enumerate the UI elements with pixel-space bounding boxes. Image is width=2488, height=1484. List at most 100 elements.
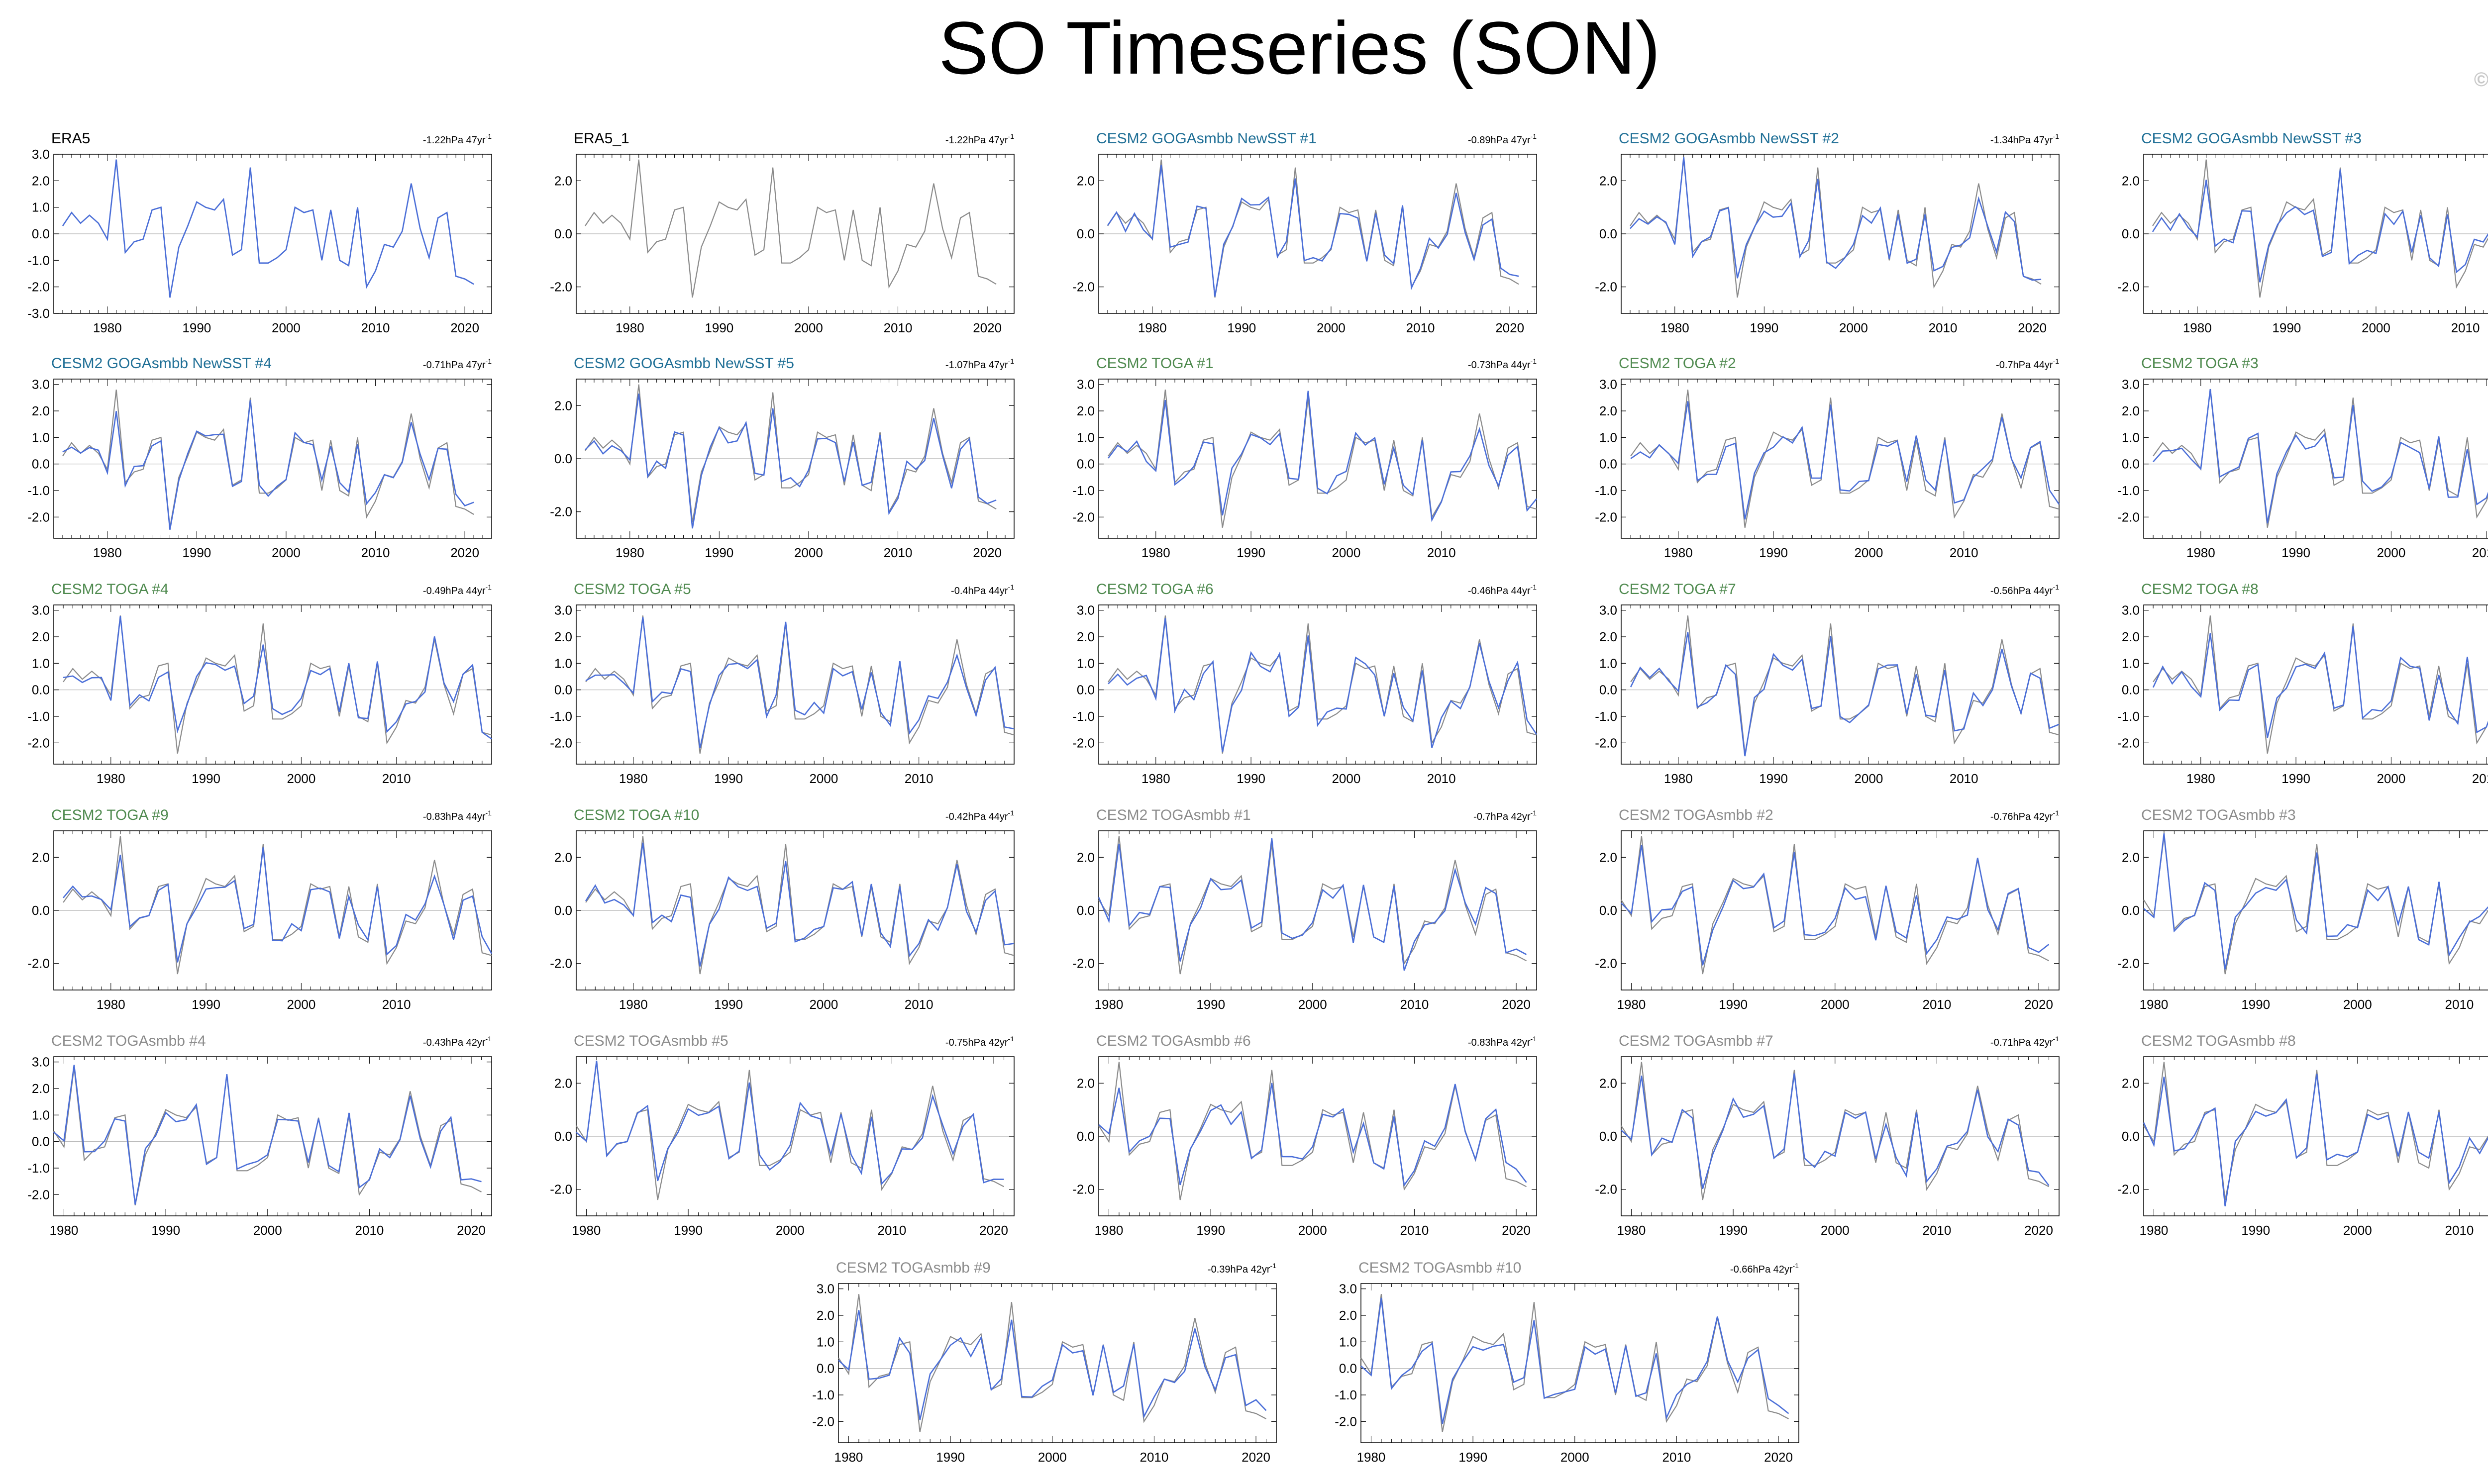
- x-tick-label: 2010: [905, 771, 933, 786]
- y-tick-label: -1.0: [27, 709, 50, 724]
- x-tick-label: 2000: [1332, 545, 1360, 560]
- simulated-line: [1630, 401, 2060, 520]
- x-tick-label: 1980: [1664, 771, 1693, 786]
- observed-line: [585, 159, 997, 298]
- x-tick-label: 2010: [355, 1223, 384, 1238]
- y-tick-label: -2.0: [550, 280, 572, 295]
- y-tick-label: 3.0: [817, 1282, 834, 1296]
- y-tick-label: 2.0: [1077, 850, 1095, 865]
- chart-panel: CESM2 TOGAsmbb #2 -0.76hPa 42yr-1 2.0 0.0 -2…: [1595, 807, 2060, 1012]
- x-tick-label: 1990: [674, 1223, 703, 1238]
- simulated-line: [1630, 632, 2060, 757]
- x-tick-label: 1990: [1719, 997, 1748, 1012]
- x-tick-label: 1990: [2241, 997, 2270, 1012]
- y-tick-label: 1.0: [32, 200, 50, 215]
- y-tick-label: 3.0: [32, 147, 50, 162]
- y-tick-label: -2.0: [2117, 956, 2140, 971]
- y-tick-label: 2.0: [1077, 403, 1095, 418]
- y-tick-label: 3.0: [32, 1055, 50, 1070]
- chart-panel: CESM2 TOGAsmbb #4 -0.43hPa 42yr-1 3.0 2.0 1.…: [27, 1033, 492, 1238]
- chart-panel: CESM2 TOGA #3-0.54hPa 44yr-13.02.01.00.0…: [2117, 355, 2488, 560]
- chart-panel: CESM2 TOGA #7 -0.56hPa 44yr-1 3.0 2.0 1.0 0.0…: [1595, 581, 2060, 786]
- x-tick-label: 1990: [2241, 1223, 2270, 1238]
- x-tick-label: 2010: [1400, 997, 1429, 1012]
- x-tick-label: 2000: [2377, 545, 2405, 560]
- trend-label: -0.75hPa 42yr-1: [945, 1035, 1014, 1048]
- panel-title: CESM2 TOGAsmbb #7: [1619, 1033, 1773, 1049]
- x-tick-label: 2010: [2472, 545, 2488, 560]
- x-tick-label: 1990: [714, 771, 743, 786]
- y-tick-label: 2.0: [554, 173, 572, 188]
- trend-superscript: -1: [2053, 583, 2060, 591]
- observed-line: [1360, 1294, 1789, 1432]
- y-tick-label: -2.0: [2117, 280, 2140, 295]
- y-tick-label: 1.0: [1077, 430, 1095, 445]
- x-tick-label: 1990: [151, 1223, 180, 1238]
- panel-title: CESM2 TOGAsmbb #8: [2141, 1033, 2296, 1049]
- y-tick-label: 0.0: [1599, 457, 1617, 472]
- chart-panel: CESM2 TOGAsmbb #3-0.83hPa 42yr-12.00.0-2…: [2117, 807, 2488, 1012]
- y-tick-label: 2.0: [1077, 1076, 1095, 1090]
- trend-label: -1.22hPa 47yr-1: [945, 132, 1014, 146]
- y-tick-label: 0.0: [1599, 903, 1617, 918]
- y-tick-label: 2.0: [32, 173, 50, 188]
- x-tick-label: 2020: [2024, 997, 2053, 1012]
- x-tick-label: 2010: [1929, 320, 1958, 335]
- y-tick-label: 3.0: [1339, 1282, 1357, 1296]
- x-tick-label: 2010: [382, 771, 411, 786]
- y-tick-label: 2.0: [1339, 1308, 1357, 1323]
- y-tick-label: -2.0: [812, 1414, 834, 1429]
- simulated-line: [1621, 1073, 2050, 1189]
- panel-title: CESM2 GOGAsmbb NewSST #3: [2141, 130, 2362, 147]
- x-tick-label: 1990: [1237, 771, 1265, 786]
- trend-label: -0.56hPa 44yr-1: [1990, 583, 2059, 596]
- y-tick-label: 3.0: [1077, 377, 1095, 392]
- trend-label: -0.89hPa 47yr-1: [1468, 132, 1537, 146]
- panel-title: CESM2 TOGA #8: [2141, 581, 2259, 597]
- simulated-line: [585, 842, 1015, 967]
- x-tick-label: 1980: [2140, 1223, 2169, 1238]
- observed-line: [585, 384, 997, 523]
- trend-label: -0.39hPa 42yr-1: [1208, 1262, 1276, 1275]
- x-tick-label: 1990: [714, 997, 743, 1012]
- trend-label: -0.7hPa 42yr-1: [1473, 809, 1537, 822]
- y-tick-label: 0.0: [2122, 457, 2140, 472]
- x-tick-label: 2020: [973, 545, 1002, 560]
- trend-superscript: -1: [486, 583, 492, 591]
- y-tick-label: 3.0: [2122, 377, 2140, 392]
- x-tick-label: 1980: [2140, 997, 2169, 1012]
- y-tick-label: 1.0: [32, 656, 50, 671]
- x-tick-label: 1990: [1237, 545, 1265, 560]
- y-tick-label: 0.0: [554, 1129, 572, 1144]
- panel-title: CESM2 TOGAsmbb #6: [1096, 1033, 1251, 1049]
- panel-title: CESM2 TOGAsmbb #5: [574, 1033, 728, 1049]
- simulated-line: [1108, 391, 1538, 522]
- trend-superscript: -1: [486, 357, 492, 365]
- chart-panel: CESM2 TOGA #1 -0.73hPa 44yr-1 3.0 2.0 1.0 0.0…: [1072, 355, 1538, 560]
- x-tick-label: 2010: [361, 320, 390, 335]
- y-tick-label: 0.0: [554, 451, 572, 466]
- x-tick-label: 2020: [450, 545, 479, 560]
- chart-panel: CESM2 TOGAsmbb #1 -0.7hPa 42yr-1 2.0 0.0 -2.…: [1072, 807, 1537, 1012]
- x-tick-label: 2010: [1922, 1223, 1951, 1238]
- panel-title: CESM2 TOGA #2: [1619, 355, 1736, 372]
- y-tick-label: 1.0: [32, 1107, 50, 1122]
- x-tick-label: 1980: [2186, 771, 2215, 786]
- x-tick-label: 2020: [2024, 1223, 2053, 1238]
- y-tick-label: -2.0: [1072, 509, 1095, 524]
- x-tick-label: 2010: [1427, 771, 1456, 786]
- y-tick-label: -1.0: [27, 483, 50, 498]
- y-tick-label: -2.0: [550, 1182, 572, 1197]
- x-tick-label: 1980: [93, 545, 122, 560]
- plot-frame: [838, 1283, 1277, 1443]
- y-tick-label: -1.0: [1595, 709, 1617, 724]
- y-tick-label: 0.0: [1599, 1129, 1617, 1144]
- x-tick-label: 1990: [1750, 320, 1778, 335]
- panel-title: CESM2 GOGAsmbb NewSST #4: [51, 355, 272, 372]
- panel-title: CESM2 TOGA #9: [51, 807, 169, 823]
- y-tick-label: -2.0: [1595, 509, 1617, 524]
- x-tick-label: 1990: [1227, 320, 1256, 335]
- x-tick-label: 2010: [905, 997, 933, 1012]
- observed-line: [53, 1067, 482, 1205]
- trend-label: -0.66hPa 42yr-1: [1730, 1262, 1799, 1275]
